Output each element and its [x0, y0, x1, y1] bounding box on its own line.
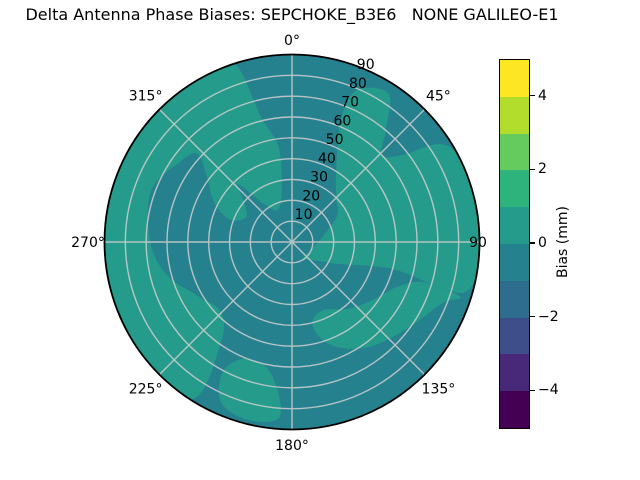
colorbar-segment — [500, 280, 529, 318]
colorbar-tick — [530, 315, 535, 318]
contour-patch-southeast — [312, 281, 461, 349]
colorbar-segment — [500, 207, 529, 244]
radial-tick-label: 90 — [357, 57, 375, 73]
theta-tick-label: 180° — [275, 438, 309, 454]
theta-gridline — [291, 241, 426, 376]
theta-tick-label: 315° — [129, 89, 163, 105]
theta-tick-label: 270° — [71, 235, 105, 251]
colorbar-axis-label: Bias (mm) — [555, 205, 571, 279]
colorbar-tick-label: 4 — [538, 87, 547, 104]
theta-tick-label: 90 — [469, 235, 487, 251]
radial-tick-label: 30 — [310, 170, 328, 186]
theta-tick-label: 225° — [129, 381, 163, 397]
colorbar-segment — [500, 317, 529, 355]
radial-tick-label: 80 — [349, 76, 367, 92]
colorbar-tick-label: 0 — [538, 235, 547, 251]
colorbar-tick — [530, 168, 535, 171]
colorbar-tick — [530, 389, 535, 391]
chart-title: Delta Antenna Phase Biases: SEPCHOKE_B3E… — [25, 5, 559, 24]
colorbar-segment — [500, 170, 529, 208]
colorbar-segment — [500, 391, 529, 428]
theta-tick-label: 45° — [426, 89, 451, 105]
colorbar-segment — [500, 60, 529, 97]
polar-outline — [103, 53, 481, 431]
radial-tick-label: 40 — [318, 151, 336, 167]
grid — [104, 54, 480, 430]
colorbar-segment — [500, 96, 529, 134]
contour-patch-west — [104, 60, 282, 400]
colorbar-segment — [500, 243, 529, 281]
theta-gridline — [291, 108, 426, 243]
radial-tick-label: 60 — [333, 113, 351, 129]
colorbar-tick — [530, 242, 535, 244]
colorbar-segment — [500, 133, 529, 171]
colorbar-tick — [530, 95, 535, 97]
radial-tick-label: 50 — [326, 132, 344, 148]
theta-tick-label: 135° — [422, 381, 456, 397]
theta-gridline — [158, 108, 293, 243]
radial-tick-label: 70 — [341, 95, 359, 111]
colorbar-tick-label: −4 — [538, 382, 559, 399]
colorbar-tick-label: −2 — [538, 308, 559, 325]
radial-tick-label: 20 — [302, 188, 320, 204]
colorbar-tick-label: 2 — [538, 161, 547, 178]
theta-tick-label: 0° — [284, 33, 300, 49]
theta-gridline — [158, 241, 293, 376]
radial-tick-label: 10 — [295, 207, 313, 223]
colorbar-segment — [500, 354, 529, 392]
colorbar — [499, 59, 530, 429]
